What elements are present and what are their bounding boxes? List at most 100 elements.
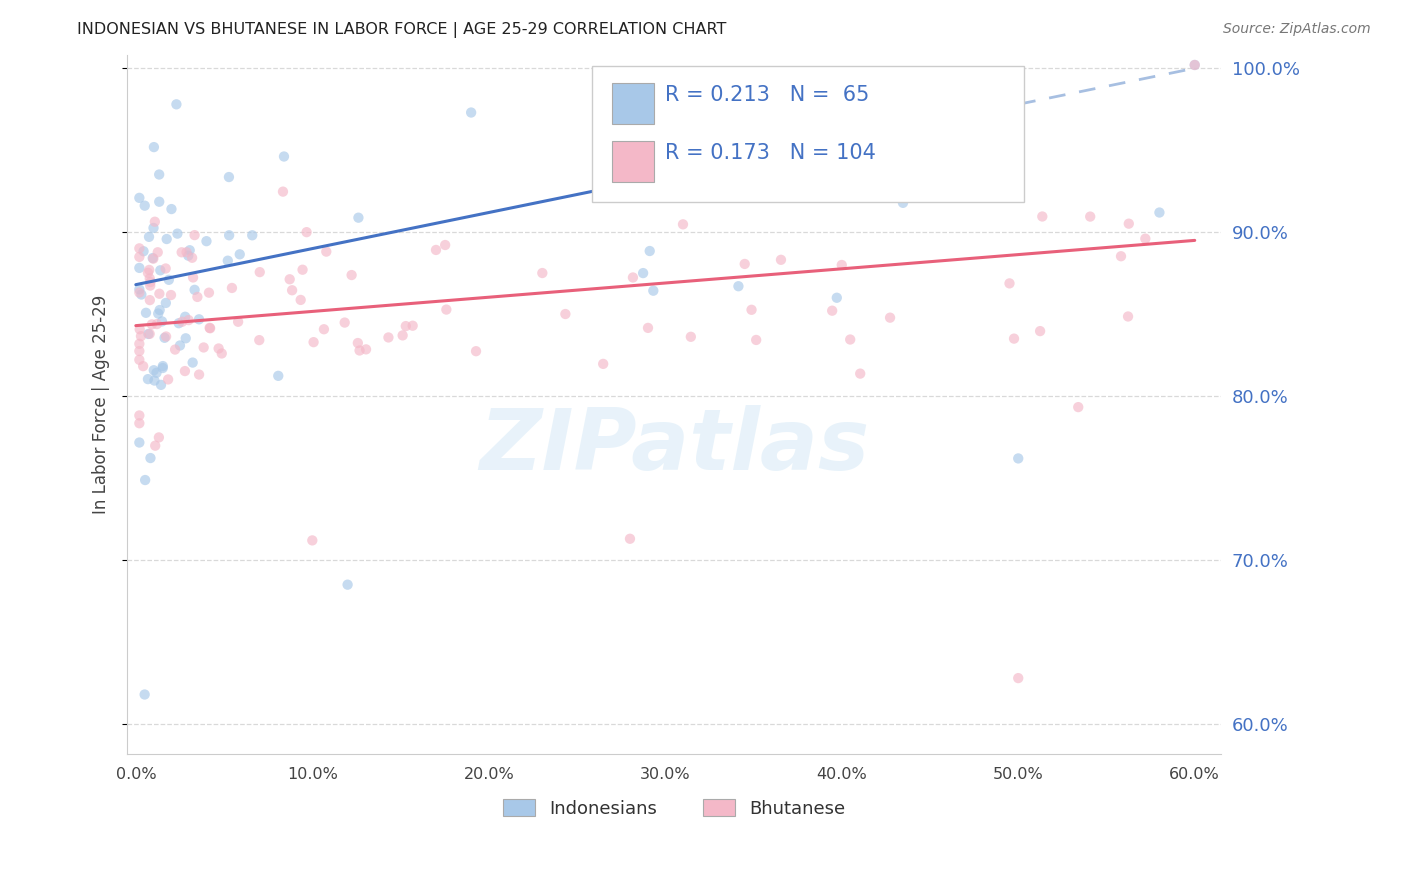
Point [142, 140, 165, 154]
Point [460, 105, 482, 120]
Point [128, 344, 150, 359]
Point [240, 228, 263, 243]
Point [143, 374, 166, 388]
Point [769, 252, 792, 267]
Point [134, 199, 156, 213]
Point [134, 473, 156, 487]
Y-axis label: In Labor Force | Age 25-29: In Labor Force | Age 25-29 [93, 294, 110, 514]
Point [128, 285, 150, 300]
Point [177, 249, 200, 263]
Point [188, 368, 211, 382]
Point [142, 363, 165, 377]
Point [155, 296, 177, 310]
Point [340, 268, 363, 282]
Point [672, 217, 695, 231]
Point [131, 287, 153, 301]
Point [170, 245, 193, 260]
Point [153, 331, 176, 345]
Point [727, 279, 749, 293]
Point [402, 318, 425, 333]
Point [891, 195, 914, 210]
Point [741, 302, 763, 317]
Point [128, 409, 150, 423]
Point [188, 312, 211, 326]
Point [143, 439, 166, 453]
Point [149, 303, 172, 318]
Point [128, 416, 150, 430]
Point [679, 330, 702, 344]
Point [295, 225, 318, 239]
Point [139, 271, 162, 285]
FancyBboxPatch shape [592, 66, 1024, 202]
Point [128, 282, 150, 296]
Point [924, 123, 946, 137]
Point [1031, 210, 1053, 224]
Point [142, 251, 165, 265]
Point [128, 250, 150, 264]
Point [998, 277, 1021, 291]
Point [302, 335, 325, 350]
Point [745, 333, 768, 347]
Point [434, 302, 457, 317]
Point [247, 333, 270, 347]
Point [333, 316, 356, 330]
Point [157, 273, 180, 287]
Point [128, 241, 150, 255]
Point [291, 262, 314, 277]
Point [391, 328, 413, 343]
Point [139, 451, 162, 466]
Point [139, 275, 162, 289]
Point [167, 316, 190, 330]
Point [1118, 217, 1140, 231]
Point [165, 343, 187, 357]
Legend: Indonesians, Bhutanese: Indonesians, Bhutanese [495, 791, 853, 825]
Point [1067, 400, 1090, 414]
Point [148, 430, 170, 444]
Point [186, 290, 208, 304]
Point [211, 346, 233, 360]
Point [160, 202, 183, 216]
Point [138, 230, 160, 244]
Point [1029, 324, 1052, 338]
Point [181, 270, 204, 285]
Point [643, 284, 665, 298]
Point [395, 319, 418, 334]
Point [149, 263, 172, 277]
Point [273, 149, 295, 163]
Text: ZIPatlas: ZIPatlas [479, 405, 869, 488]
Point [172, 315, 194, 329]
Point [174, 364, 197, 378]
Point [177, 313, 200, 327]
Point [146, 317, 169, 331]
Point [195, 234, 218, 248]
Point [128, 322, 150, 336]
FancyBboxPatch shape [612, 141, 654, 182]
Point [193, 341, 215, 355]
Point [142, 221, 165, 235]
Point [377, 330, 399, 344]
Point [621, 270, 644, 285]
Point [155, 329, 177, 343]
Point [132, 359, 155, 373]
Point [136, 266, 159, 280]
Point [165, 97, 187, 112]
Point [631, 266, 654, 280]
Point [229, 247, 252, 261]
Point [148, 168, 170, 182]
Point [592, 357, 614, 371]
Point [150, 377, 173, 392]
Point [349, 343, 371, 358]
Point [128, 260, 150, 275]
Point [166, 227, 188, 241]
Point [141, 318, 163, 332]
Point [1002, 332, 1025, 346]
Point [290, 293, 312, 307]
Point [347, 336, 370, 351]
Point [198, 321, 221, 335]
Point [179, 244, 201, 258]
Point [146, 245, 169, 260]
Point [301, 533, 323, 548]
Point [183, 283, 205, 297]
Point [128, 191, 150, 205]
Point [145, 366, 167, 380]
